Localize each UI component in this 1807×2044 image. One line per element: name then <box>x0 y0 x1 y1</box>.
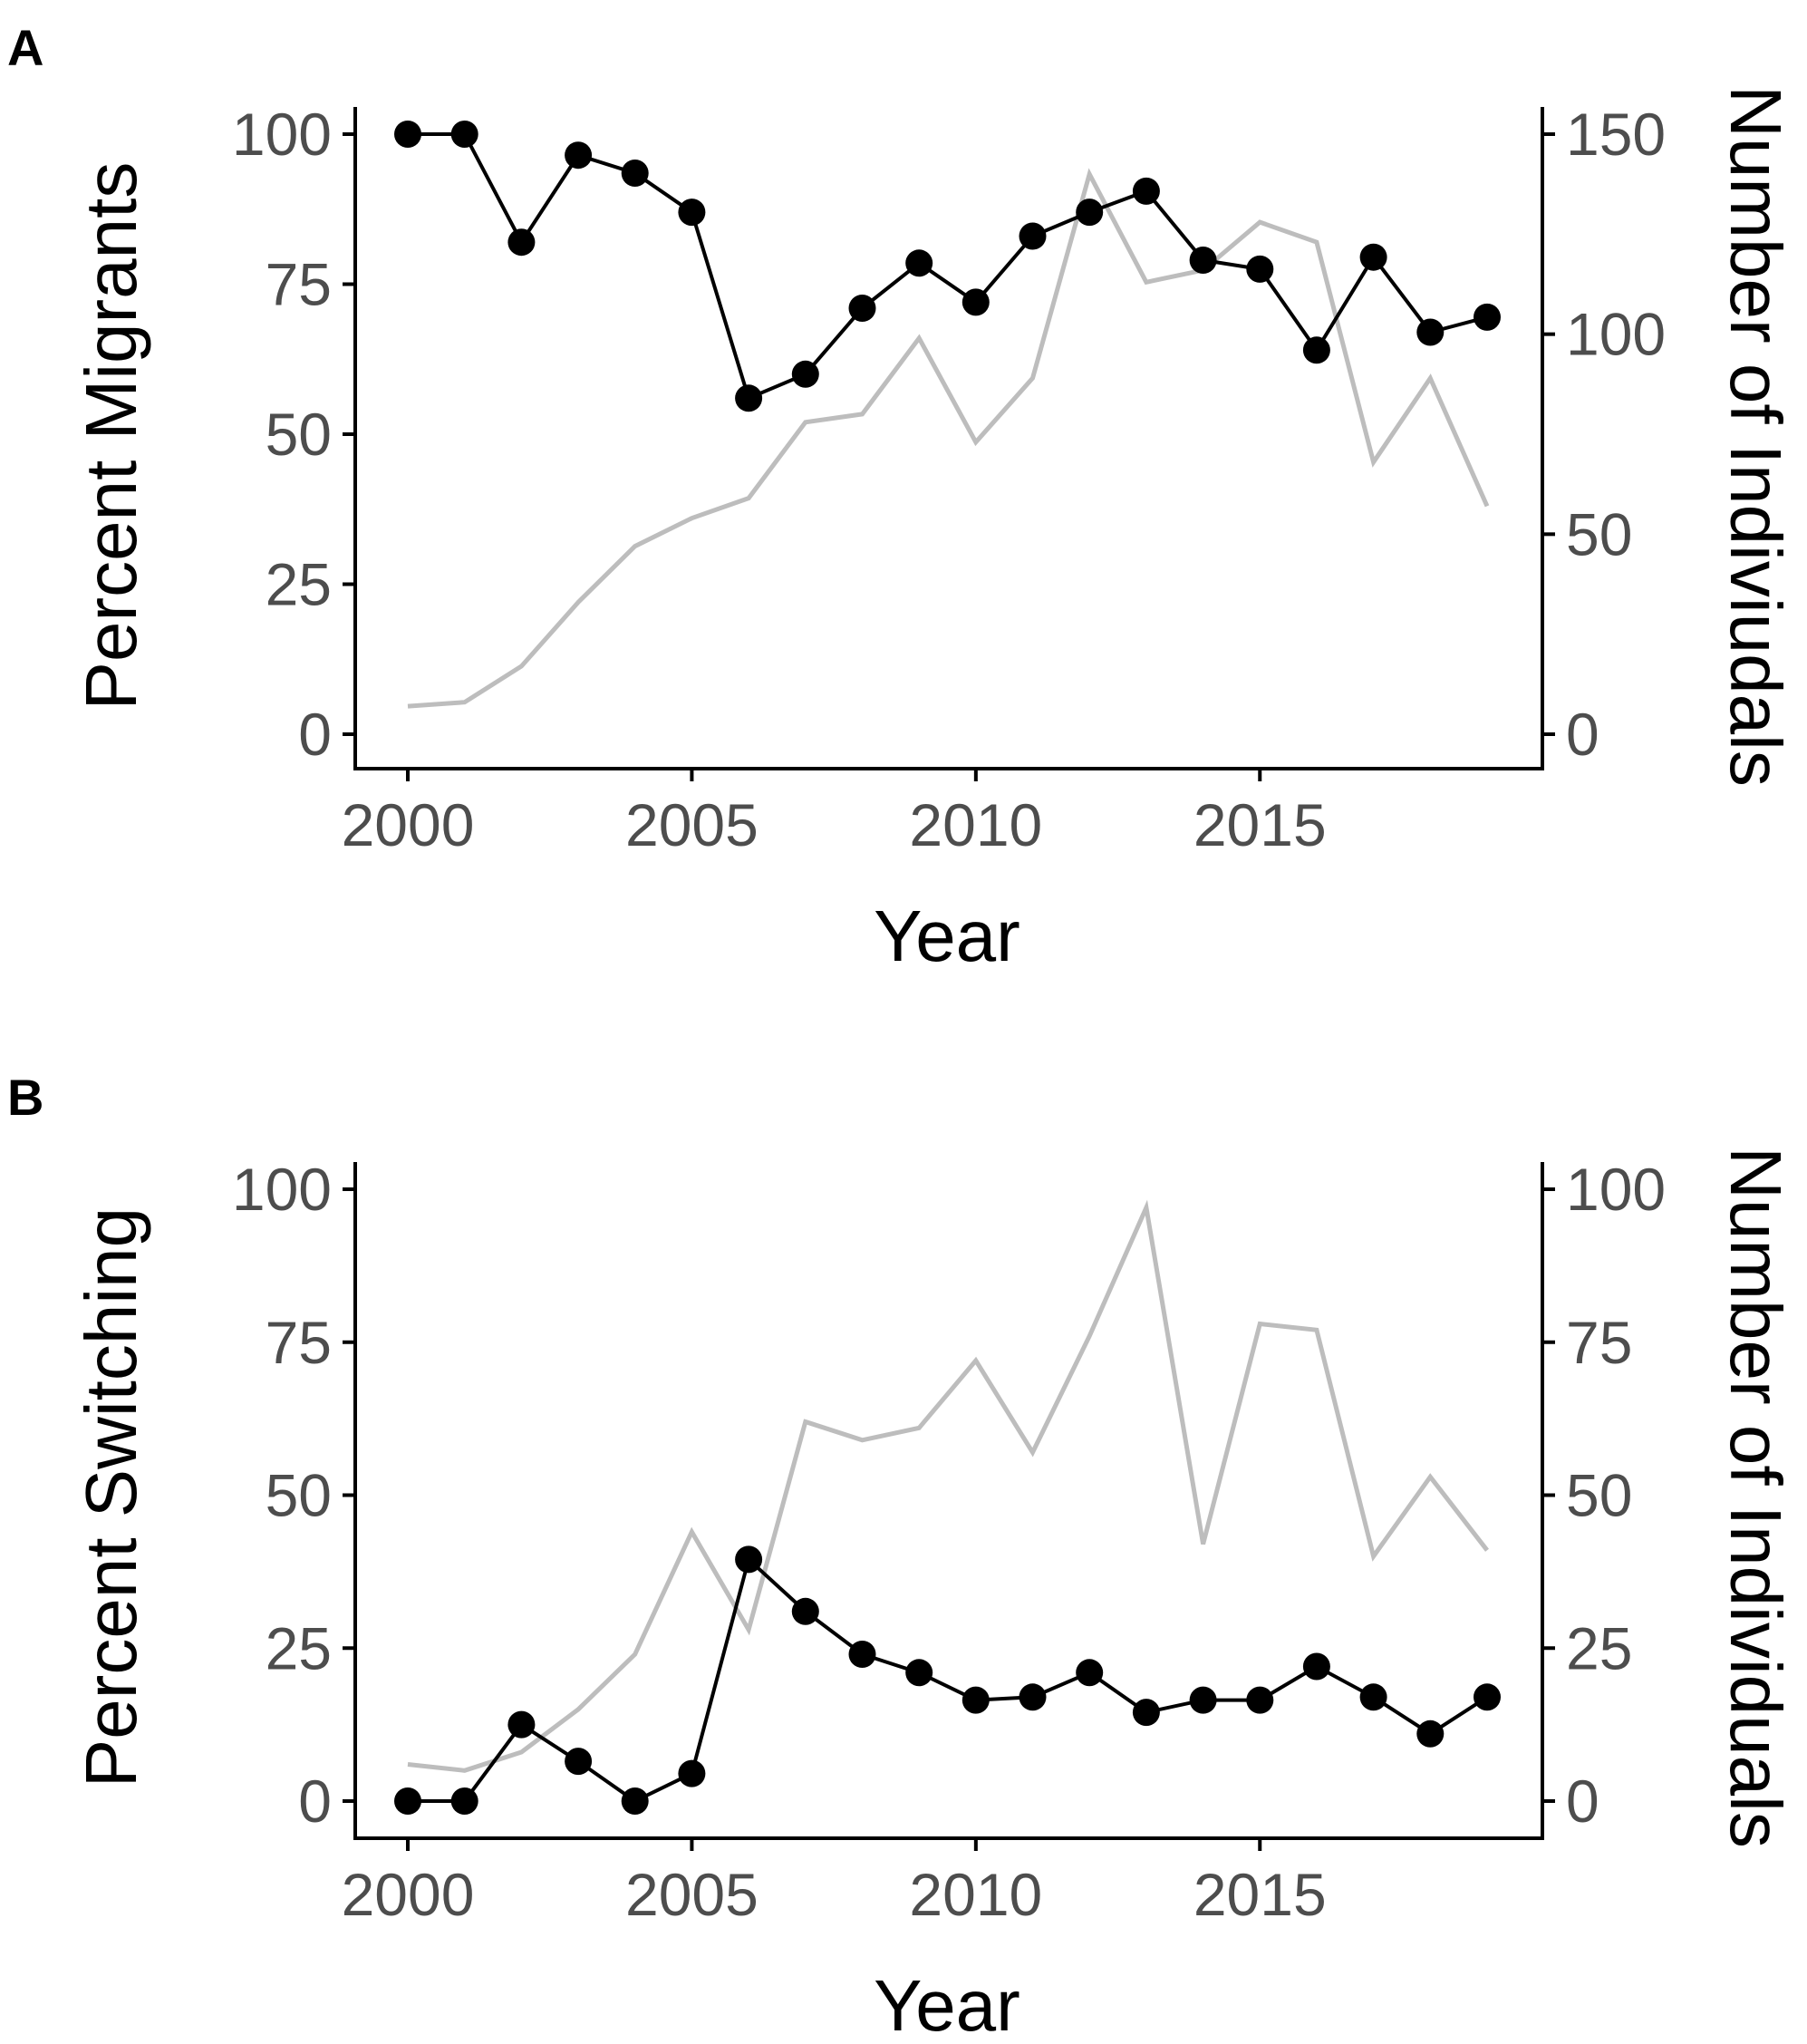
panel-a-left-tick-label: 50 <box>266 401 332 468</box>
panel-b-left-tick-label: 25 <box>266 1614 332 1681</box>
panel-a-data-point <box>905 249 933 277</box>
panel-a: A 0 25 50 75 100 0 50 100 150 2000 2005 2010 2015 Ye… <box>7 19 1796 976</box>
panel-a-data-point <box>735 384 763 412</box>
panel-a-data-point <box>450 121 478 148</box>
panel-a-left-tick-label: 25 <box>266 551 332 618</box>
panel-a-data-point <box>1132 177 1160 205</box>
panel-a-percent-series <box>394 121 1501 412</box>
panel-b-data-point <box>735 1545 763 1574</box>
panel-a-data-point <box>678 199 706 227</box>
panel-b-data-point <box>621 1787 649 1815</box>
panel-b-data-point <box>1189 1686 1217 1714</box>
panel-a-data-point <box>1359 243 1387 271</box>
panel-b-right-tick-label: 75 <box>1566 1309 1632 1376</box>
panel-a-data-point <box>1474 303 1501 331</box>
panel-a-data-point <box>791 360 819 388</box>
panel-b-count-series <box>407 1199 1489 1773</box>
panel-a-data-point <box>961 288 990 316</box>
panel-b-left-tick-label: 0 <box>298 1768 332 1835</box>
panel-b-right-axis-title: Number of Individuals <box>1715 1147 1796 1848</box>
panel-b-data-point <box>1359 1683 1387 1711</box>
panel-b-data-point <box>791 1597 819 1625</box>
panel-a-left-axis-title: Percent Migrants <box>71 162 151 711</box>
panel-b-letter: B <box>7 1069 43 1126</box>
panel-a-count-line <box>407 168 1490 709</box>
panel-a-letter: A <box>7 19 43 76</box>
panel-b-left-tick-label: 50 <box>266 1462 332 1529</box>
panel-a-x-tick-label: 2005 <box>625 791 759 858</box>
panel-b-axes: 0 25 50 75 100 0 25 50 75 100 2000 2005 2010 2015 <box>232 1156 1666 1928</box>
panel-b-data-point <box>1302 1652 1330 1681</box>
panel-b-data-point <box>1474 1683 1501 1711</box>
panel-b-x-tick-label: 2015 <box>1193 1861 1327 1928</box>
panel-b-data-point <box>507 1710 536 1739</box>
panel-a-data-point <box>621 160 649 187</box>
panel-a-right-axis-title: Number of Indiviudals <box>1715 85 1796 787</box>
panel-b-data-point <box>1416 1719 1445 1748</box>
panel-a-data-point <box>1019 222 1047 250</box>
panel-b-x-tick-label: 2005 <box>625 1861 759 1928</box>
panel-b-data-point <box>1076 1659 1104 1687</box>
panel-a-axes: 0 25 50 75 100 0 50 100 150 2000 2005 2010 2015 <box>232 101 1666 858</box>
panel-b-right-tick-label: 50 <box>1566 1462 1632 1529</box>
panel-a-data-point <box>394 121 421 148</box>
panel-a-right-tick-label: 150 <box>1566 101 1666 168</box>
panel-b-left-axis-title: Percent Switching <box>71 1207 151 1787</box>
panel-b-data-point <box>565 1748 593 1776</box>
panel-a-x-axis-title: Year <box>874 896 1020 976</box>
panel-b-x-axis-title: Year <box>874 1965 1020 2044</box>
panel-b-right-tick-label: 0 <box>1566 1768 1599 1835</box>
panel-a-left-tick-label: 100 <box>232 101 332 168</box>
panel-a-right-tick-label: 50 <box>1566 500 1632 567</box>
panel-b-percent-series <box>394 1545 1501 1815</box>
panel-b-data-point <box>848 1641 876 1668</box>
panel-b-data-point <box>394 1787 421 1815</box>
panel-a-data-point <box>1076 199 1104 227</box>
panel-a-left-tick-label: 75 <box>266 251 332 318</box>
panel-b-data-point <box>961 1686 990 1714</box>
panel-b-x-tick-label: 2010 <box>909 1861 1042 1928</box>
panel-b-data-point <box>1246 1686 1274 1714</box>
panel-b-data-point <box>905 1659 933 1687</box>
panel-a-left-tick-label: 0 <box>298 701 332 768</box>
panel-a-count-series <box>407 168 1490 709</box>
panel-b-data-point <box>1019 1683 1047 1711</box>
panel-a-data-point <box>848 295 876 322</box>
panel-b-data-point <box>450 1787 478 1815</box>
panel-b-right-tick-label: 100 <box>1566 1156 1666 1223</box>
panel-a-x-tick-label: 2010 <box>909 791 1042 858</box>
panel-a-data-point <box>1302 336 1330 364</box>
panel-b-left-tick-label: 100 <box>232 1156 332 1223</box>
panel-b: B 0 25 50 75 100 0 25 50 75 100 2000 2005 2010 2015 Y… <box>7 1069 1796 2044</box>
panel-a-data-point <box>565 141 593 170</box>
panel-a-x-tick-label: 2000 <box>342 791 475 858</box>
panel-b-data-point <box>678 1759 706 1787</box>
panel-a-x-tick-label: 2015 <box>1193 791 1327 858</box>
panel-a-data-point <box>1416 318 1445 346</box>
panel-a-right-tick-label: 0 <box>1566 701 1599 768</box>
panel-b-count-line <box>407 1199 1489 1773</box>
panel-b-data-point <box>1132 1699 1160 1727</box>
panel-b-right-tick-label: 25 <box>1566 1614 1632 1681</box>
panel-a-data-point <box>1189 247 1217 274</box>
panel-a-data-point <box>1246 255 1274 283</box>
panel-a-right-tick-label: 100 <box>1566 301 1666 368</box>
panel-b-x-tick-label: 2000 <box>342 1861 475 1928</box>
panel-a-data-point <box>507 228 536 257</box>
panel-b-left-tick-label: 75 <box>266 1309 332 1376</box>
